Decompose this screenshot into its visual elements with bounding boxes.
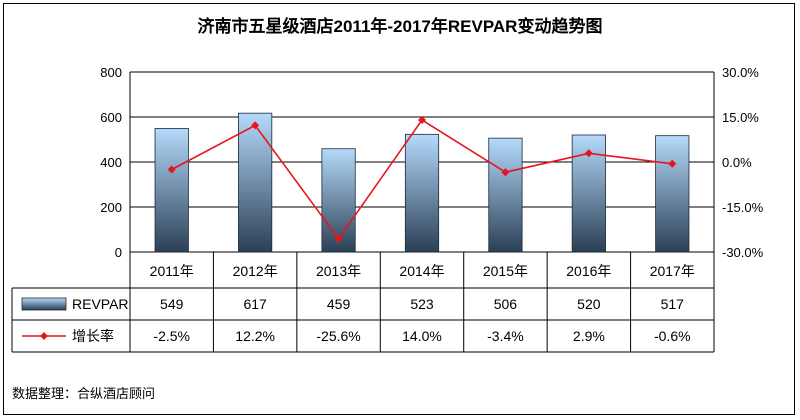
growth-point [334,234,343,243]
x-tick-label: 2011年 [150,263,194,279]
data-label-revpar: 617 [243,296,267,312]
source-note: 数据整理：合纵酒店顾问 [12,386,155,401]
data-label-growth: 12.2% [235,328,275,344]
data-label-revpar: 549 [160,296,184,312]
x-tick-label: 2013年 [316,263,361,279]
chart-title: 济南市五星级酒店2011年-2017年REVPAR变动趋势图 [198,16,603,36]
bar [404,133,440,253]
data-label-growth: -2.5% [153,328,190,344]
data-label-revpar: 517 [661,296,685,312]
y-right-tick-label: 30.0% [722,65,759,80]
data-label-growth: 14.0% [402,328,442,344]
y-right-tick-label: -30.0% [722,245,764,260]
x-tick-label: 2012年 [233,263,278,279]
y-left-tick-label: 400 [100,155,122,170]
x-tick-label: 2017年 [650,263,695,279]
legend-swatch-bar [21,297,67,311]
bar [321,148,356,253]
data-label-growth: -3.4% [487,328,524,344]
y-right-tick-label: -15.0% [722,200,764,215]
growth-point [251,121,260,130]
y-left-tick-label: 800 [100,65,122,80]
data-label-revpar: 523 [410,296,434,312]
y-right-tick-label: 0.0% [722,155,752,170]
legend-swatch-marker [40,332,48,340]
growth-point [167,165,176,174]
y-left-tick-label: 0 [115,245,122,260]
revpar-chart: 济南市五星级酒店2011年-2017年REVPAR变动趋势图 0 200 400 60… [11,16,764,401]
x-tick-label: 2015年 [483,263,528,279]
data-label-revpar: 459 [327,296,351,312]
data-label-revpar: 506 [494,296,518,312]
data-label-growth: 2.9% [573,328,605,344]
bar [655,135,690,253]
x-tick-label: 2016年 [566,263,611,279]
y-left-tick-label: 200 [100,200,122,215]
data-label-growth: -0.6% [654,328,691,344]
growth-point [668,159,677,168]
x-tick-label: 2014年 [399,263,444,279]
bar [488,137,523,253]
y-right-tick-label: 15.0% [722,110,759,125]
chart-frame: 济南市五星级酒店2011年-2017年REVPAR变动趋势图 0 200 400 60… [3,3,795,415]
bar [154,128,189,253]
growth-point [418,116,426,124]
y-left-tick-label: 600 [100,110,122,125]
growth-point [584,149,593,158]
growth-point [501,168,510,177]
data-label-growth: -25.6% [316,328,360,344]
legend-label-growth: 增长率 [72,328,114,344]
data-label-revpar: 520 [577,296,601,312]
bar [238,112,273,253]
legend-label-revpar: REVPAR [72,296,129,312]
